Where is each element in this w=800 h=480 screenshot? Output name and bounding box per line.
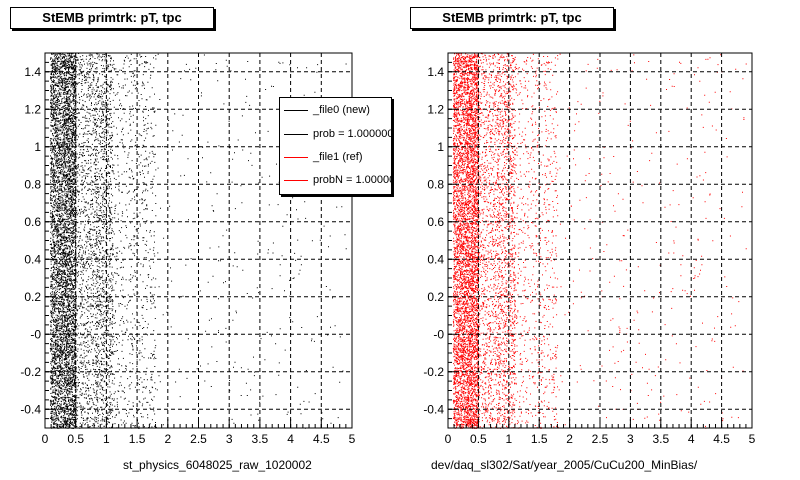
x-tick-label: 2 xyxy=(566,432,573,446)
legend-entry-file1: _file1 (ref) xyxy=(280,148,391,168)
y-tick-label: -0.4 xyxy=(423,402,444,416)
legend-label: prob = 1.000000 xyxy=(313,128,392,140)
y-tick-label: 0.2 xyxy=(24,290,41,304)
x-tick-label: 4.5 xyxy=(713,432,730,446)
panel-right-title: StEMB primtrk: pT, tpc xyxy=(410,7,614,29)
y-tick-label: -0 xyxy=(433,327,444,341)
x-tick-label: 3.5 xyxy=(652,432,669,446)
y-tick-label: 0.6 xyxy=(427,215,444,229)
y-tick-label: 1.2 xyxy=(427,102,444,116)
x-tick-label: 5 xyxy=(349,432,356,446)
legend-line-icon xyxy=(284,110,308,111)
y-tick-label: -0 xyxy=(30,327,41,341)
y-tick-label: -0.2 xyxy=(20,365,41,379)
x-tick-label: 3 xyxy=(627,432,634,446)
legend-entry-file0: _file0 (new) xyxy=(280,101,391,121)
y-tick-label: 0.4 xyxy=(427,252,444,266)
y-tick-label: 1.2 xyxy=(24,102,41,116)
x-tick-label: 4 xyxy=(287,432,294,446)
y-tick-label: 1.4 xyxy=(24,65,41,79)
y-tick-label: 1 xyxy=(437,140,444,154)
x-tick-label: 0.5 xyxy=(67,432,84,446)
legend-entry-probn: probN = 1.000000 xyxy=(280,171,391,191)
x-tick-label: 3 xyxy=(226,432,233,446)
y-tick-label: 0.8 xyxy=(24,177,41,191)
legend-label: _file1 (ref) xyxy=(313,151,363,163)
x-tick-label: 0 xyxy=(445,432,452,446)
x-tick-label: 1.5 xyxy=(531,432,548,446)
x-tick-label: 2 xyxy=(164,432,171,446)
y-tick-label: -0.2 xyxy=(423,365,444,379)
legend-entry-prob: prob = 1.000000 xyxy=(280,125,392,145)
legend-label: probN = 1.000000 xyxy=(313,174,391,186)
x-tick-label: 0 xyxy=(42,432,49,446)
legend-line-icon xyxy=(284,134,308,135)
x-tick-label: 1 xyxy=(103,432,110,446)
x-tick-label: 2.5 xyxy=(190,432,207,446)
y-tick-label: -0.4 xyxy=(20,402,41,416)
y-tick-label: 0.8 xyxy=(427,177,444,191)
y-tick-label: 1.4 xyxy=(427,65,444,79)
panel-left-title: StEMB primtrk: pT, tpc xyxy=(10,7,214,29)
panel-right-xlabel: dev/daq_sl302/Sat/year_2005/CuCu200_MinB… xyxy=(431,458,698,472)
x-tick-label: 5 xyxy=(749,432,756,446)
y-tick-label: 1 xyxy=(34,140,41,154)
legend: _file0 (new) prob = 1.000000 _file1 (ref… xyxy=(279,97,392,195)
x-tick-label: 1.5 xyxy=(129,432,146,446)
scatter-points-panel-1 xyxy=(49,53,347,429)
x-tick-label: 0.5 xyxy=(470,432,487,446)
legend-label: _file0 (new) xyxy=(313,104,370,116)
scatter-points xyxy=(49,53,347,429)
y-tick-label: 0.6 xyxy=(24,215,41,229)
x-tick-label: 3.5 xyxy=(252,432,269,446)
panel-left-xlabel: st_physics_6048025_raw_1020002 xyxy=(123,458,312,472)
legend-line-icon xyxy=(284,157,308,158)
x-tick-label: 1 xyxy=(505,432,512,446)
y-tick-label: 0.2 xyxy=(427,290,444,304)
legend-line-icon xyxy=(284,180,308,181)
x-tick-label: 2.5 xyxy=(592,432,609,446)
y-tick-label: 0.4 xyxy=(24,252,41,266)
x-tick-label: 4.5 xyxy=(313,432,330,446)
x-tick-label: 4 xyxy=(688,432,695,446)
